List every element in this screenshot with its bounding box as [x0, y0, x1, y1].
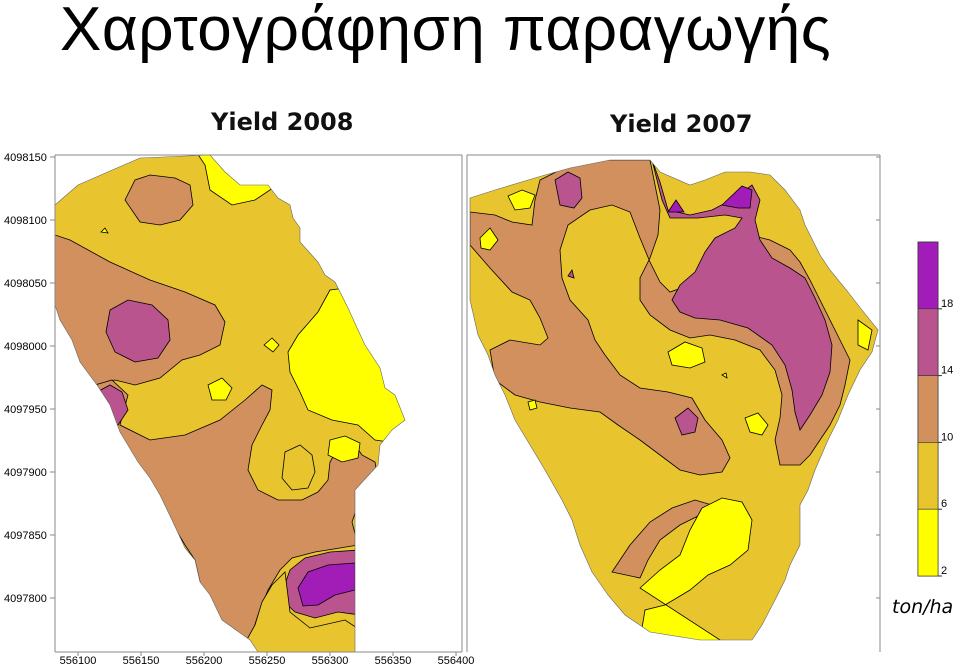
- y-tick-label: 4097800: [4, 593, 47, 605]
- legend-break-label: 6: [941, 498, 947, 510]
- y-tick-label: 4098150: [4, 152, 47, 164]
- yield-class-area: [527, 399, 538, 411]
- x-axis: 556100 556150 556200 556250 556300 556350 5564…: [60, 652, 475, 665]
- legend-swatch: [917, 308, 939, 376]
- y-tick-label: 4098100: [4, 215, 47, 227]
- yield-map-2007: [466, 154, 881, 652]
- yield-class-area: [667, 199, 685, 213]
- yield-class-area: [667, 341, 706, 369]
- yield-class-area: [479, 227, 499, 251]
- yield-class-area: [857, 319, 873, 351]
- yield-class-area: [639, 497, 753, 640]
- y-axis: 4098150 4098100 4098050 4098000 4097950 40979…: [4, 152, 880, 605]
- yield-class-area: [674, 407, 699, 436]
- yield-class-area: [263, 337, 280, 353]
- legend-break-label: 18: [941, 298, 953, 310]
- yield-class-area: [721, 372, 728, 379]
- yield-class-area: [721, 185, 753, 209]
- yield-class-area: [507, 189, 536, 211]
- x-tick-label: 556400: [438, 655, 475, 665]
- legend: 18 14 10 6 2: [917, 241, 953, 577]
- yield-class-area: [567, 269, 575, 279]
- x-tick-label: 556200: [186, 655, 223, 665]
- y-tick-label: 4097850: [4, 530, 47, 542]
- yield-class-area: [100, 227, 109, 234]
- legend-swatch: [917, 508, 939, 577]
- y-tick-label: 4097950: [4, 404, 47, 416]
- legend-swatch: [917, 241, 939, 310]
- yield-class-area: [124, 174, 194, 226]
- yield-class-area: [554, 171, 583, 209]
- x-tick-label: 556150: [123, 655, 160, 665]
- x-tick-label: 556100: [60, 655, 97, 665]
- legend-swatch: [917, 375, 939, 443]
- x-tick-label: 556350: [375, 655, 412, 665]
- y-tick-label: 4098050: [4, 278, 47, 290]
- yield-map-2008: [54, 154, 462, 653]
- map-title-2007: Yield 2007: [610, 110, 753, 138]
- slide-title: Χαρτογράφηση παραγωγής: [60, 0, 832, 64]
- legend-swatch: [917, 442, 939, 510]
- x-tick-label: 556300: [312, 655, 349, 665]
- yield-class-area: [281, 444, 316, 491]
- yield-class-area: [327, 435, 361, 463]
- map-title-2008: Yield 2008: [211, 108, 354, 136]
- yield-class-area: [105, 299, 171, 363]
- y-tick-label: 4097900: [4, 467, 47, 479]
- yield-class-area: [651, 160, 833, 431]
- legend-break-label: 10: [941, 431, 953, 443]
- legend-break-label: 14: [941, 365, 953, 377]
- y-tick-label: 4098000: [4, 341, 47, 353]
- yield-class-area: [207, 377, 233, 401]
- legend-break-label: 2: [941, 565, 947, 577]
- x-tick-label: 556250: [249, 655, 286, 665]
- yield-class-area: [744, 412, 769, 436]
- legend-unit-label: ton/ha: [892, 596, 954, 618]
